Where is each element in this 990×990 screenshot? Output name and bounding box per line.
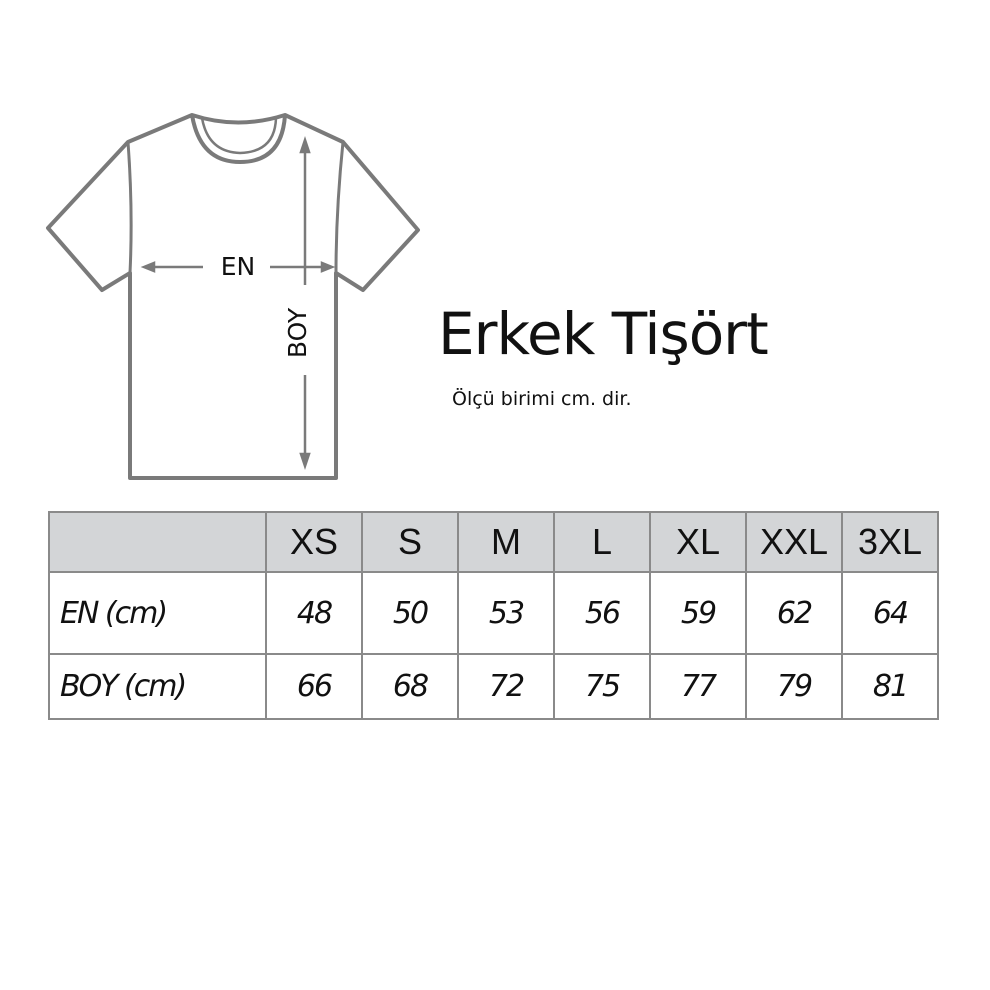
table-row-en: EN (cm) 48 50 53 56 59 62 64	[48, 571, 939, 655]
value-cell: 79	[745, 653, 843, 720]
width-label: EN	[221, 252, 256, 281]
page-title: Erkek Tişört	[438, 300, 769, 368]
arrowhead-icon	[140, 261, 156, 273]
tshirt-diagram: EN BOY	[46, 113, 420, 480]
value-cell: 59	[649, 571, 747, 655]
collar	[190, 114, 287, 164]
value-cell: 50	[361, 571, 459, 655]
value-cell: 72	[457, 653, 555, 720]
collar-inner	[200, 117, 278, 155]
size-header: M	[457, 511, 555, 573]
size-header: XXL	[745, 511, 843, 573]
value-cell: 56	[553, 571, 651, 655]
size-header: XS	[265, 511, 363, 573]
value-cell: 75	[553, 653, 651, 720]
size-header-row: XS S M L XL XXL 3XL	[48, 511, 939, 573]
row-label: BOY (cm)	[48, 653, 267, 720]
arrowhead-icon	[299, 452, 311, 470]
arrowhead-icon	[299, 136, 311, 154]
size-header: XL	[649, 511, 747, 573]
size-header: 3XL	[841, 511, 939, 573]
sleeve-seam-left	[126, 141, 133, 274]
value-cell: 81	[841, 653, 939, 720]
size-header: S	[361, 511, 459, 573]
sleeve-seam-right	[334, 141, 345, 274]
size-table: XS S M L XL XXL 3XL EN (cm) 48 50 53 56 …	[48, 511, 939, 720]
length-label: BOY	[283, 307, 312, 358]
value-cell: 48	[265, 571, 363, 655]
unit-note: Ölçü birimi cm. dir.	[452, 388, 632, 410]
shirt-outline	[46, 113, 420, 480]
header-blank-cell	[48, 511, 267, 573]
row-label: EN (cm)	[48, 571, 267, 655]
value-cell: 64	[841, 571, 939, 655]
value-cell: 77	[649, 653, 747, 720]
table-row-boy: BOY (cm) 66 68 72 75 77 79 81	[48, 653, 939, 720]
arrowhead-icon	[320, 261, 336, 273]
value-cell: 68	[361, 653, 459, 720]
value-cell: 66	[265, 653, 363, 720]
value-cell: 53	[457, 571, 555, 655]
size-header: L	[553, 511, 651, 573]
value-cell: 62	[745, 571, 843, 655]
